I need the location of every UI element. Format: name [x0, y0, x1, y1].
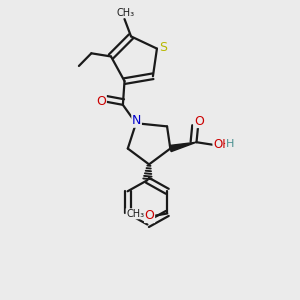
Text: O: O — [96, 95, 106, 108]
Text: OH: OH — [213, 138, 231, 151]
Text: O: O — [194, 115, 204, 128]
Text: CH₃: CH₃ — [126, 209, 144, 219]
Text: H: H — [226, 139, 234, 149]
Text: S: S — [159, 40, 167, 53]
Text: O: O — [145, 209, 154, 223]
Text: CH₃: CH₃ — [116, 8, 134, 18]
Polygon shape — [169, 142, 196, 152]
Text: N: N — [132, 114, 141, 127]
